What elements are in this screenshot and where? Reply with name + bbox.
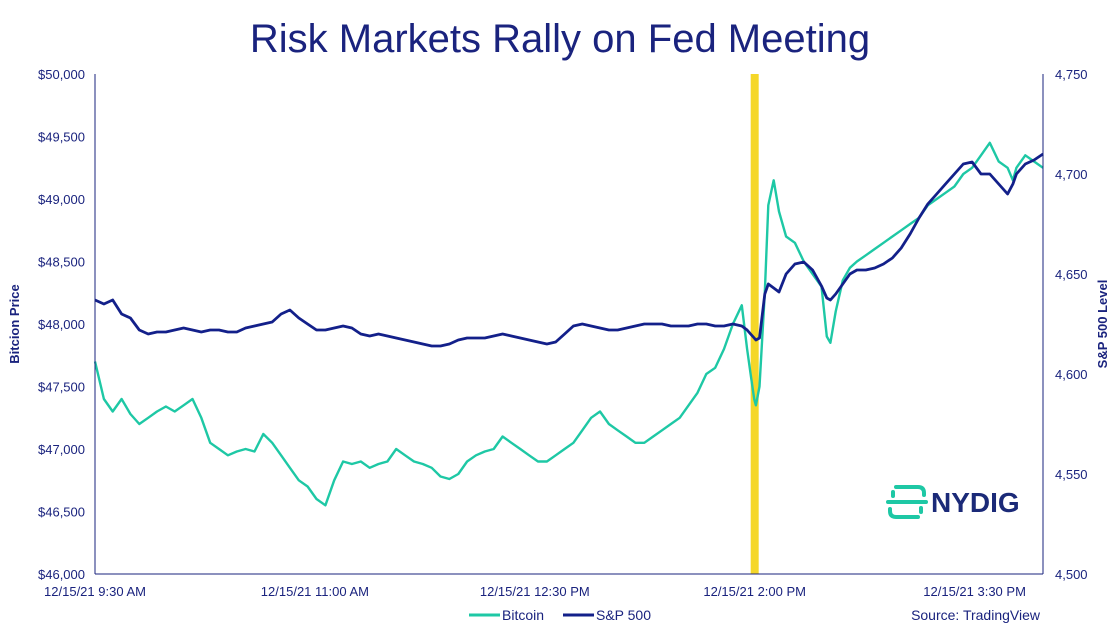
- left-y-tick-label: $46,500: [38, 505, 85, 520]
- source-note: Source: TradingView: [911, 607, 1041, 623]
- nydig-logo-icon: [886, 485, 928, 519]
- nydig-logo-text: NYDIG: [931, 487, 1020, 518]
- x-tick-label: 12/15/21 12:30 PM: [480, 584, 590, 599]
- right-y-tick-label: 4,500: [1055, 567, 1088, 582]
- nydig-logo: NYDIG: [886, 485, 1020, 519]
- x-tick-label: 12/15/21 9:30 AM: [44, 584, 146, 599]
- sp500-series-line: [94, 152, 1044, 348]
- x-tick-labels: 12/15/21 9:30 AM 12/15/21 11:00 AM 12/15/2…: [44, 584, 1026, 599]
- left-y-tick-label: $49,500: [38, 130, 85, 145]
- left-y-tick-label: $48,000: [38, 317, 85, 332]
- fed-meeting-highlight-layer: [750, 74, 759, 574]
- legend-bitcoin-label: Bitcoin: [502, 607, 544, 623]
- left-y-tick-label: $50,000: [38, 67, 85, 82]
- right-y-tick-label: 4,750: [1055, 67, 1088, 82]
- left-axis-title: Bitcion Price: [7, 284, 22, 363]
- left-y-tick-label: $49,000: [38, 192, 85, 207]
- right-y-tick-label: 4,650: [1055, 267, 1088, 282]
- legend: Bitcoin S&P 500: [469, 607, 651, 623]
- right-y-tick-label: 4,700: [1055, 167, 1088, 182]
- left-y-tick-label: $47,500: [38, 380, 85, 395]
- right-y-tick-label: 4,600: [1055, 367, 1088, 382]
- right-y-tick-label: 4,550: [1055, 467, 1088, 482]
- bitcoin-series-line: [93, 141, 1044, 507]
- right-y-tick-labels: 4,500 4,550 4,600 4,650 4,700 4,750: [1055, 67, 1088, 582]
- legend-sp500-label: S&P 500: [596, 607, 651, 623]
- right-axis-title: S&P 500 Level: [1095, 280, 1110, 369]
- x-tick-label: 12/15/21 11:00 AM: [261, 584, 369, 599]
- left-y-tick-label: $47,000: [38, 442, 85, 457]
- fed-meeting-highlight-band: [750, 74, 759, 574]
- x-tick-label: 12/15/21 2:00 PM: [703, 584, 806, 599]
- chart-title: Risk Markets Rally on Fed Meeting: [250, 17, 870, 61]
- left-y-tick-labels: $46,000 $46,500 $47,000 $47,500 $48,000 $48,5…: [38, 67, 85, 582]
- x-tick-label: 12/15/21 3:30 PM: [923, 584, 1026, 599]
- left-y-tick-label: $48,500: [38, 255, 85, 270]
- left-y-tick-label: $46,000: [38, 567, 85, 582]
- series-layer: [93, 141, 1044, 507]
